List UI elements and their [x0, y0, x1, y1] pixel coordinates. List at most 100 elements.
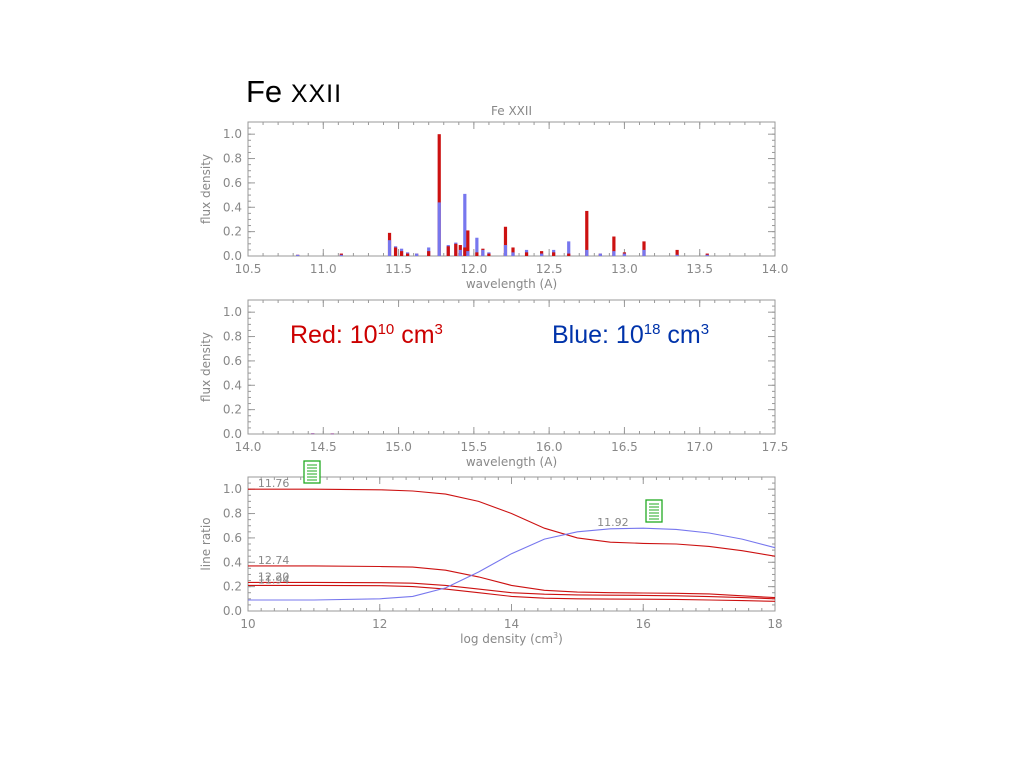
- legend-red-prefix: Red: 10: [290, 321, 378, 349]
- panel-3-ytick-label: 0.4: [223, 555, 242, 569]
- panel-1-bar: [705, 254, 709, 256]
- panel-1-bar: [339, 254, 343, 256]
- panel-2-ytick-label: 1.0: [223, 305, 242, 319]
- panel-2-ytick-label: 0.2: [223, 403, 242, 417]
- panel-1-bar: [406, 253, 410, 256]
- panel-1-bar: [567, 253, 571, 256]
- panel-1-xtick-label: 10.5: [235, 262, 262, 276]
- panel-1-bar: [458, 249, 462, 256]
- panel-3-xtick-label: 10: [240, 617, 255, 631]
- panel-1-bar: [511, 252, 515, 256]
- panel-2-xtick-label: 14.0: [235, 440, 262, 454]
- panel-2-ylabel: flux density: [199, 332, 213, 402]
- panel-3-annotation: 12.20: [258, 570, 290, 583]
- panel-3-annotation: 11.92: [597, 516, 629, 529]
- panel-1-bar: [598, 253, 602, 256]
- panel-3-annotation: 12.74: [258, 554, 290, 567]
- panel-1-bar: [622, 253, 627, 256]
- panel-1-ytick-label: 0.8: [223, 152, 242, 166]
- panel-3-line-11-76: [248, 488, 776, 557]
- panel-1-bar: [511, 247, 515, 256]
- panel-3-annotation: 11.76: [258, 477, 290, 490]
- panel-3-ytick-label: 0.2: [223, 580, 242, 594]
- panel-1-xtick-label: 14.0: [762, 262, 789, 276]
- panel-3-xlabel: log density (cm3): [460, 631, 563, 646]
- panel-1-ytick-label: 0.4: [223, 200, 242, 214]
- panel-3-ytick-label: 1.0: [223, 482, 242, 496]
- note-icon: [303, 460, 321, 484]
- panel-1-xtick-label: 11.0: [310, 262, 337, 276]
- panel-3-ytick-label: 0.6: [223, 531, 242, 545]
- panel-2-ytick-label: 0.8: [223, 330, 242, 344]
- note-icon: [645, 499, 663, 523]
- panel-1-title: Fe XXII: [491, 104, 532, 118]
- panel-1-bar: [399, 251, 404, 256]
- panel-3-line-11-92: [248, 527, 776, 601]
- slide-title: Fe XXII: [246, 76, 342, 107]
- panel-3-ytick-label: 0.0: [223, 604, 242, 618]
- panel-3-xtick-label: 12: [372, 617, 387, 631]
- panel-1-bar: [552, 252, 556, 256]
- panel-2-xtick-label: 14.5: [310, 440, 337, 454]
- panel-1-bar: [585, 210, 589, 256]
- panel-3-line-12-20: [248, 581, 776, 600]
- panel-1-bar: [437, 202, 441, 256]
- legend-blue-unit-exp: 3: [700, 321, 710, 338]
- panel-1-bar: [503, 245, 508, 256]
- slide-title-element: Fe: [246, 74, 283, 109]
- panel-3-xtick-label: 18: [767, 617, 782, 631]
- panel-2-xtick-label: 17.5: [762, 440, 789, 454]
- slide-title-ion: XXII: [290, 80, 343, 108]
- panel-1-xtick-label: 13.0: [611, 262, 638, 276]
- panel-1-bar: [466, 230, 470, 256]
- panel-1-bar: [612, 251, 616, 256]
- panel-1-bar: [481, 249, 485, 256]
- panel-2-ytick-label: 0.0: [223, 427, 242, 441]
- panel-2-bar: [330, 433, 334, 435]
- panel-2-xtick-label: 16.0: [536, 440, 563, 454]
- panel-2-xtick-label: 15.5: [460, 440, 487, 454]
- legend-red: Red: 1010 cm3: [290, 322, 443, 348]
- panel-2-xtick-label: 17.0: [686, 440, 713, 454]
- panel-1-ytick-label: 0.6: [223, 176, 242, 190]
- legend-blue-exp: 18: [643, 321, 661, 338]
- panel-1-bar: [393, 247, 398, 256]
- panel-1-bar: [503, 226, 508, 256]
- panel-1-bar: [567, 241, 571, 256]
- panel-1-bar: [675, 254, 679, 256]
- legend-blue: Blue: 1018 cm3: [552, 322, 709, 348]
- panel-1-bar: [487, 253, 491, 256]
- panel-2-bar: [311, 433, 315, 435]
- panel-1-bar: [540, 253, 544, 256]
- panel-2-ytick-label: 0.4: [223, 378, 242, 392]
- panel-1-xtick-label: 13.5: [686, 262, 713, 276]
- panel-1-bar: [466, 251, 470, 256]
- panel-3-ylabel: line ratio: [199, 517, 213, 570]
- panel-1-bar: [463, 193, 467, 256]
- panel-1-bar: [415, 253, 419, 256]
- legend-blue-unit: cm: [660, 321, 701, 349]
- panel-1-ytick-label: 0.0: [223, 249, 242, 263]
- legend-blue-prefix: Blue: 10: [552, 321, 644, 349]
- panel-1-xtick-label: 12.0: [460, 262, 487, 276]
- panel-1-xlabel: wavelength (A): [466, 277, 557, 291]
- panel-1-bar: [675, 249, 679, 256]
- panel-3-ytick-label: 0.8: [223, 507, 242, 521]
- panel-1-bar: [612, 236, 616, 256]
- panel-3-line-12-74: [248, 565, 776, 599]
- panel-1-xtick-label: 12.5: [536, 262, 563, 276]
- legend-red-exp: 10: [377, 321, 395, 338]
- panel-2-ytick-label: 0.6: [223, 354, 242, 368]
- panel-1-bar: [475, 252, 479, 256]
- panel-1-bar: [524, 252, 529, 256]
- panel-3-xtick-label: 16: [636, 617, 651, 631]
- legend-red-unit-exp: 3: [434, 321, 443, 338]
- panel-1-bar: [463, 247, 467, 256]
- panel-1-bar: [437, 134, 441, 256]
- panel-1-bar: [475, 237, 479, 256]
- legend-red-unit: cm: [394, 321, 435, 349]
- panel-3-line-11-94: [248, 584, 776, 602]
- panel-3-xtick-label: 14: [504, 617, 519, 631]
- panel-2-xlabel: wavelength (A): [466, 455, 557, 469]
